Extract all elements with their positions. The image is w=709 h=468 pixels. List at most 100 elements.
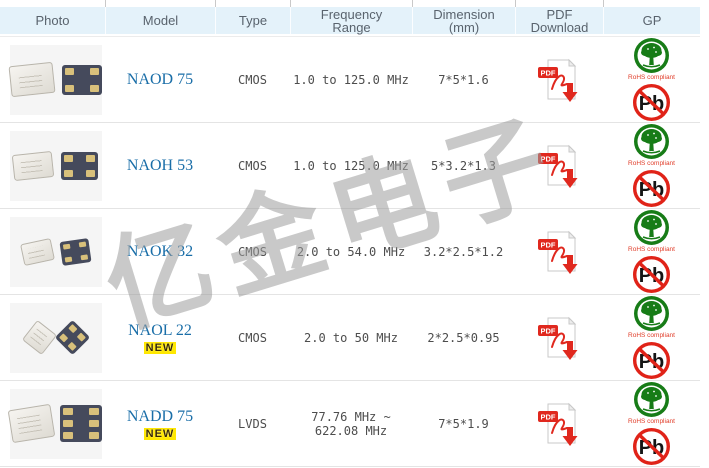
frequency-value: 2.0 to 54.0 MHz <box>296 244 406 259</box>
pdf-badge-text: PDF <box>541 240 556 249</box>
header-frequency-range: Frequency Range <box>290 7 412 34</box>
column-divider-tick <box>290 0 291 7</box>
product-photo[interactable] <box>9 216 102 287</box>
solder-pad <box>64 169 73 177</box>
type-cell: CMOS <box>215 123 290 208</box>
photo-cell <box>0 381 105 466</box>
model-link[interactable]: NAOH 53 <box>126 156 194 174</box>
model-link[interactable]: NADD 75 <box>126 407 194 425</box>
column-divider-tick <box>215 0 216 7</box>
type-value: CMOS <box>238 330 267 345</box>
lead-free-icon: Pb <box>632 255 671 294</box>
rohs-compliant-icon: RoHS compliant <box>628 295 675 339</box>
rohs-caption: RoHS compliant <box>628 332 675 339</box>
pdf-badge-text: PDF <box>541 412 556 421</box>
dimension-value: 3.2*2.5*1.2 <box>423 244 504 259</box>
frequency-value: 1.0 to 125.0 MHz <box>293 158 409 173</box>
dimension-cell: 7*5*1.9 <box>412 381 515 466</box>
rohs-compliant-icon: RoHS compliant <box>628 37 675 81</box>
frequency-cell: 1.0 to 125.0 MHz <box>290 37 412 122</box>
solder-pad <box>89 84 99 92</box>
dimension-cell: 2*2.5*0.95 <box>412 295 515 380</box>
frequency-cell: 1.0 to 125.0 MHz <box>290 123 412 208</box>
type-cell: CMOS <box>215 37 290 122</box>
type-value: CMOS <box>238 72 267 87</box>
table-row: NAOK 32 NEW CMOS 2.0 to 54.0 MHz 3.2*2.5… <box>0 209 700 295</box>
gp-cell: RoHS compliant Pb <box>603 209 700 294</box>
photo-cell <box>0 295 105 380</box>
dimension-cell: 3.2*2.5*1.2 <box>412 209 515 294</box>
dimension-cell: 7*5*1.6 <box>412 37 515 122</box>
column-divider-tick <box>105 0 106 7</box>
table-body: NAOD 75 NEW CMOS 1.0 to 125.0 MHz 7*5*1.… <box>0 36 700 467</box>
column-divider-tick <box>412 0 413 7</box>
model-cell: NAOL 22 NEW <box>105 295 215 380</box>
solder-pad <box>88 432 99 439</box>
solder-pad <box>88 408 99 415</box>
frequency-cell: 2.0 to 50 MHz <box>290 295 412 380</box>
solder-pad <box>63 408 74 415</box>
model-cell: NADD 75 NEW <box>105 381 215 466</box>
model-cell: NAOH 53 NEW <box>105 123 215 208</box>
model-cell: NAOK 32 NEW <box>105 209 215 294</box>
gp-cell: RoHS compliant Pb <box>603 295 700 380</box>
solder-pad <box>64 67 74 75</box>
solder-pad <box>63 432 74 439</box>
table-row: NAOH 53 NEW CMOS 1.0 to 125.0 MHz 5*3.2*… <box>0 123 700 209</box>
column-divider-tick <box>515 0 516 7</box>
oscillator-bottom-view <box>60 405 102 442</box>
pdf-download-icon[interactable]: PDF <box>537 401 581 447</box>
solder-pad <box>58 333 68 343</box>
pdf-download-icon[interactable]: PDF <box>537 143 581 189</box>
solder-pad <box>78 240 86 247</box>
dimension-value: 5*3.2*1.3 <box>430 158 497 173</box>
pdf-cell: PDF <box>515 209 603 294</box>
pdf-badge-text: PDF <box>541 68 556 77</box>
solder-pad <box>64 154 73 162</box>
product-photo[interactable] <box>7 388 102 459</box>
oscillator-bottom-view <box>61 151 98 180</box>
oscillator-bottom-view <box>54 319 90 356</box>
pdf-cell: PDF <box>515 123 603 208</box>
model-link[interactable]: NAOK 32 <box>126 242 194 260</box>
new-badge: NEW <box>143 427 177 440</box>
product-photo[interactable] <box>9 302 102 373</box>
pdf-badge-text: PDF <box>541 154 556 163</box>
dimension-value: 2*2.5*0.95 <box>427 330 500 345</box>
pdf-download-icon[interactable]: PDF <box>537 229 581 275</box>
oscillator-top-view <box>11 150 55 181</box>
model-cell: NAOD 75 NEW <box>105 37 215 122</box>
photo-cell <box>0 123 105 208</box>
type-cell: CMOS <box>215 209 290 294</box>
solder-pad <box>86 154 95 162</box>
photo-cell <box>0 37 105 122</box>
frequency-cell: 77.76 MHz ~ 622.08 MHz <box>290 381 412 466</box>
pdf-download-icon[interactable]: PDF <box>537 315 581 361</box>
model-link[interactable]: NAOL 22 <box>128 321 192 339</box>
header-model: Model <box>105 7 215 34</box>
pdf-badge-text: PDF <box>541 326 556 335</box>
product-photo[interactable] <box>8 44 102 115</box>
table-row: NADD 75 NEW LVDS 77.76 MHz ~ 622.08 MHz … <box>0 381 700 467</box>
oscillator-top-view <box>8 61 55 98</box>
product-photo[interactable] <box>9 130 102 201</box>
table-header: Photo Model Type Frequency Range Dimensi… <box>0 7 700 34</box>
frequency-cell: 2.0 to 54.0 MHz <box>290 209 412 294</box>
column-divider-tick <box>603 0 604 7</box>
oscillator-bottom-view <box>61 64 102 95</box>
solder-pad <box>64 84 74 92</box>
dimension-value: 7*5*1.9 <box>438 416 489 431</box>
lead-free-icon: Pb <box>632 427 671 466</box>
rohs-compliant-icon: RoHS compliant <box>628 123 675 167</box>
solder-pad <box>89 67 99 75</box>
solder-pad <box>64 256 72 263</box>
pdf-cell: PDF <box>515 381 603 466</box>
rohs-caption: RoHS compliant <box>628 74 675 81</box>
table-row: NAOD 75 NEW CMOS 1.0 to 125.0 MHz 7*5*1.… <box>0 37 700 123</box>
solder-pad <box>67 324 77 334</box>
pdf-download-icon[interactable]: PDF <box>537 57 581 103</box>
header-dimension: Dimension (mm) <box>412 7 515 34</box>
model-link[interactable]: NAOD 75 <box>126 70 194 88</box>
dimension-value: 7*5*1.6 <box>438 72 489 87</box>
gp-cell: RoHS compliant Pb <box>603 123 700 208</box>
